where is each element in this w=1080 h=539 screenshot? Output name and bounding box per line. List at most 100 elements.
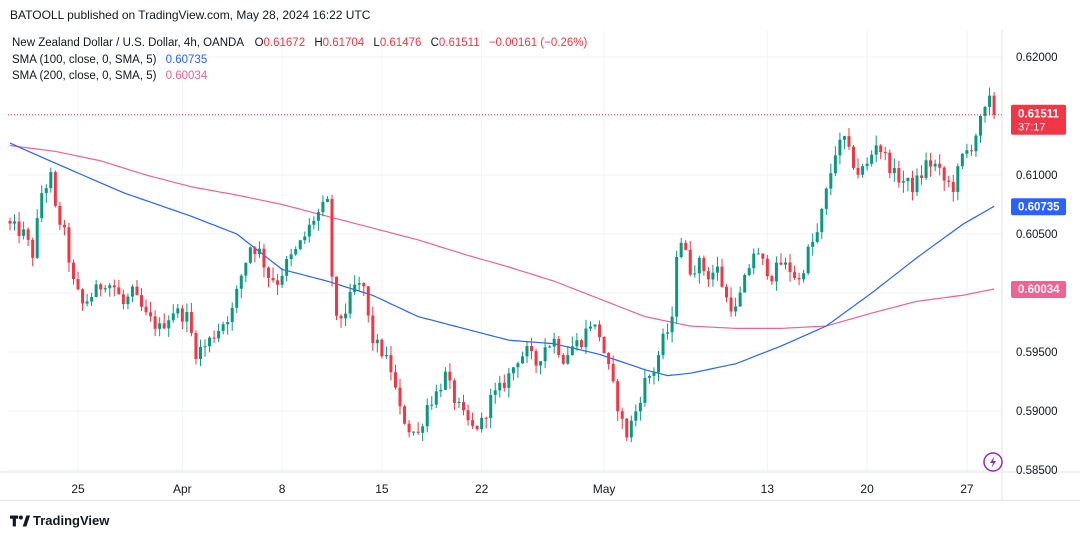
candle-body xyxy=(684,242,688,250)
sma100-legend-row[interactable]: SMA (100, close, 0, SMA, 5) 0.60735 xyxy=(12,52,593,69)
candle-body xyxy=(575,340,579,347)
candle-body xyxy=(951,181,955,192)
candle-body xyxy=(140,295,144,307)
candle-body xyxy=(94,284,98,298)
price-tick-label: 0.59000 xyxy=(1016,406,1058,418)
candle-body xyxy=(752,253,756,269)
candle-body xyxy=(802,273,806,280)
candle-body xyxy=(593,324,597,327)
candlesticks xyxy=(8,87,996,443)
open-label: O xyxy=(254,37,264,49)
candle-body xyxy=(607,353,611,365)
candle-body xyxy=(475,425,479,430)
candle-body xyxy=(76,279,80,290)
candle-body xyxy=(502,382,506,388)
candle-body xyxy=(198,346,202,359)
candle-body xyxy=(779,262,783,265)
change-value: −0.00161 (−0.26%) xyxy=(488,37,588,49)
candle-body xyxy=(765,258,769,277)
candle-body xyxy=(629,420,633,438)
publish-header: BATOOLL published on TradingView.com, Ma… xyxy=(0,0,1080,30)
candle-body xyxy=(938,163,942,168)
candle-body xyxy=(598,324,602,337)
candle-body xyxy=(965,150,969,154)
candle-body xyxy=(135,286,139,296)
candle-body xyxy=(235,288,239,308)
candle-body xyxy=(734,306,738,312)
candle-body xyxy=(325,199,329,202)
candle-body xyxy=(543,347,547,362)
replay-icon[interactable] xyxy=(983,452,1003,472)
candle-body xyxy=(457,401,461,403)
candle-body xyxy=(248,247,252,263)
candle-body xyxy=(421,426,425,433)
sma200-legend-row[interactable]: SMA (200, close, 0, SMA, 5) 0.60034 xyxy=(12,68,593,85)
price-axis[interactable]: 0.585000.590000.595000.600000.605000.610… xyxy=(1016,52,1058,477)
candle-body xyxy=(112,285,116,288)
price-chart[interactable]: 0.585000.590000.595000.600000.605000.610… xyxy=(0,30,1080,500)
candle-body xyxy=(294,249,298,255)
candle-body xyxy=(498,382,502,391)
candle-body xyxy=(702,257,706,272)
sma100-tag-value: 0.60735 xyxy=(1018,201,1060,213)
candle-body xyxy=(217,330,221,339)
candle-body xyxy=(670,316,674,333)
candle-body xyxy=(566,355,570,364)
candle-body xyxy=(992,95,996,115)
candle-body xyxy=(484,417,488,419)
candle-body xyxy=(31,239,35,258)
sma100-tag xyxy=(1011,198,1066,216)
tradingview-logo[interactable]: TradingView xyxy=(10,513,109,528)
candle-body xyxy=(743,274,747,293)
candle-body xyxy=(389,355,393,373)
candle-body xyxy=(865,163,869,167)
candle-body xyxy=(162,323,166,329)
candle-body xyxy=(507,373,511,388)
candle-body xyxy=(520,356,524,364)
candle-body xyxy=(652,372,656,376)
high-value: 0.61704 xyxy=(322,37,365,49)
candle-body xyxy=(978,115,982,136)
candle-body xyxy=(71,262,75,280)
candle-body xyxy=(657,355,661,373)
candle-body xyxy=(725,286,729,298)
candle-body xyxy=(847,136,851,147)
candle-body xyxy=(838,139,842,156)
candle-body xyxy=(85,301,89,304)
candle-body xyxy=(244,262,248,276)
high-label: H xyxy=(314,37,323,49)
candle-body xyxy=(634,411,638,421)
candle-body xyxy=(62,224,66,228)
candle-body xyxy=(811,241,815,247)
close-label: C xyxy=(430,37,439,49)
time-tick-label: Apr xyxy=(173,482,192,496)
candle-body xyxy=(729,297,733,312)
publish-info: BATOOLL published on TradingView.com, Ma… xyxy=(10,8,371,22)
candle-body xyxy=(353,284,357,292)
candle-body xyxy=(230,307,234,322)
candle-body xyxy=(906,177,910,182)
candle-body xyxy=(548,346,552,348)
candle-body xyxy=(915,175,919,193)
candle-body xyxy=(180,308,184,322)
candle-body xyxy=(239,275,243,289)
candle-body xyxy=(693,273,697,275)
candle-body xyxy=(706,271,710,280)
candle-body xyxy=(616,381,620,412)
candle-body xyxy=(171,313,175,321)
candle-body xyxy=(647,375,651,378)
candle-body xyxy=(108,285,112,289)
candle-body xyxy=(534,351,538,366)
candle-body xyxy=(330,199,334,277)
candle-body xyxy=(901,181,905,183)
candle-body xyxy=(870,154,874,164)
candle-body xyxy=(897,168,901,183)
symbol-legend-row[interactable]: New Zealand Dollar / U.S. Dollar, 4h, OA… xyxy=(12,35,593,52)
sma100-path xyxy=(9,142,995,377)
candle-body xyxy=(525,345,529,357)
candle-body xyxy=(285,258,289,276)
time-axis[interactable]: 25 Apr 8 15 22 May 13 20 27 xyxy=(71,482,974,496)
open-value: 0.61672 xyxy=(263,37,306,49)
candle-body xyxy=(149,312,153,317)
time-tick-label: 20 xyxy=(860,482,874,496)
